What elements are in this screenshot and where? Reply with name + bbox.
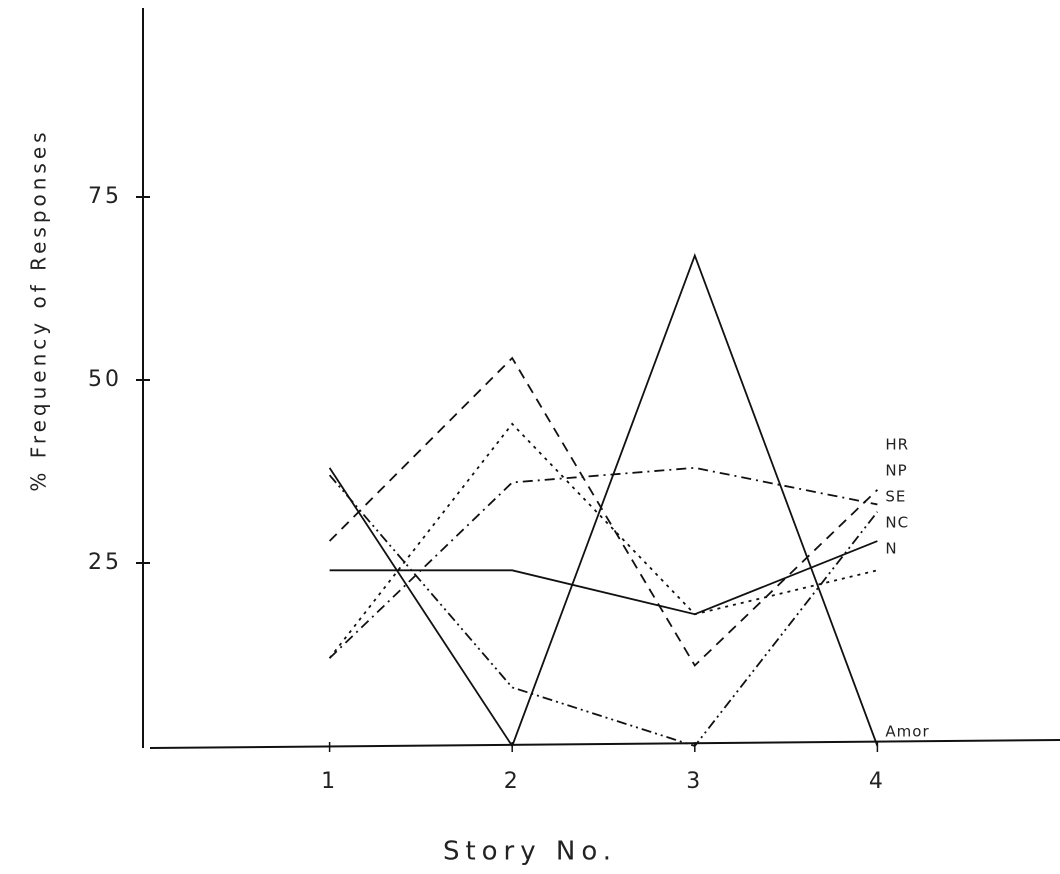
x-tick-label: 4 xyxy=(869,769,886,794)
legend-label: N xyxy=(885,540,897,558)
series-line xyxy=(328,466,878,659)
x-tick-label: 3 xyxy=(686,769,703,794)
legend-label: Amor xyxy=(885,723,929,741)
x-axis-label: Story No. xyxy=(443,837,617,867)
x-tick-label: 2 xyxy=(504,769,521,794)
y-tick-label: 75 xyxy=(88,184,122,209)
y-tick-label: 50 xyxy=(88,367,122,392)
y-tick-label: 25 xyxy=(88,550,122,575)
x-axis xyxy=(149,739,1060,749)
legend-label: NP xyxy=(885,462,907,480)
series-line xyxy=(329,540,878,616)
series-line xyxy=(328,422,878,659)
legend-label: HR xyxy=(885,436,909,454)
series-line xyxy=(328,252,879,748)
series-line xyxy=(328,474,879,748)
legend-label: SE xyxy=(885,488,906,506)
legend-label: NC xyxy=(885,514,909,532)
y-axis-label: % Frequency of Responses xyxy=(27,128,51,491)
x-tick-label: 1 xyxy=(321,769,338,794)
series-line xyxy=(328,356,879,667)
